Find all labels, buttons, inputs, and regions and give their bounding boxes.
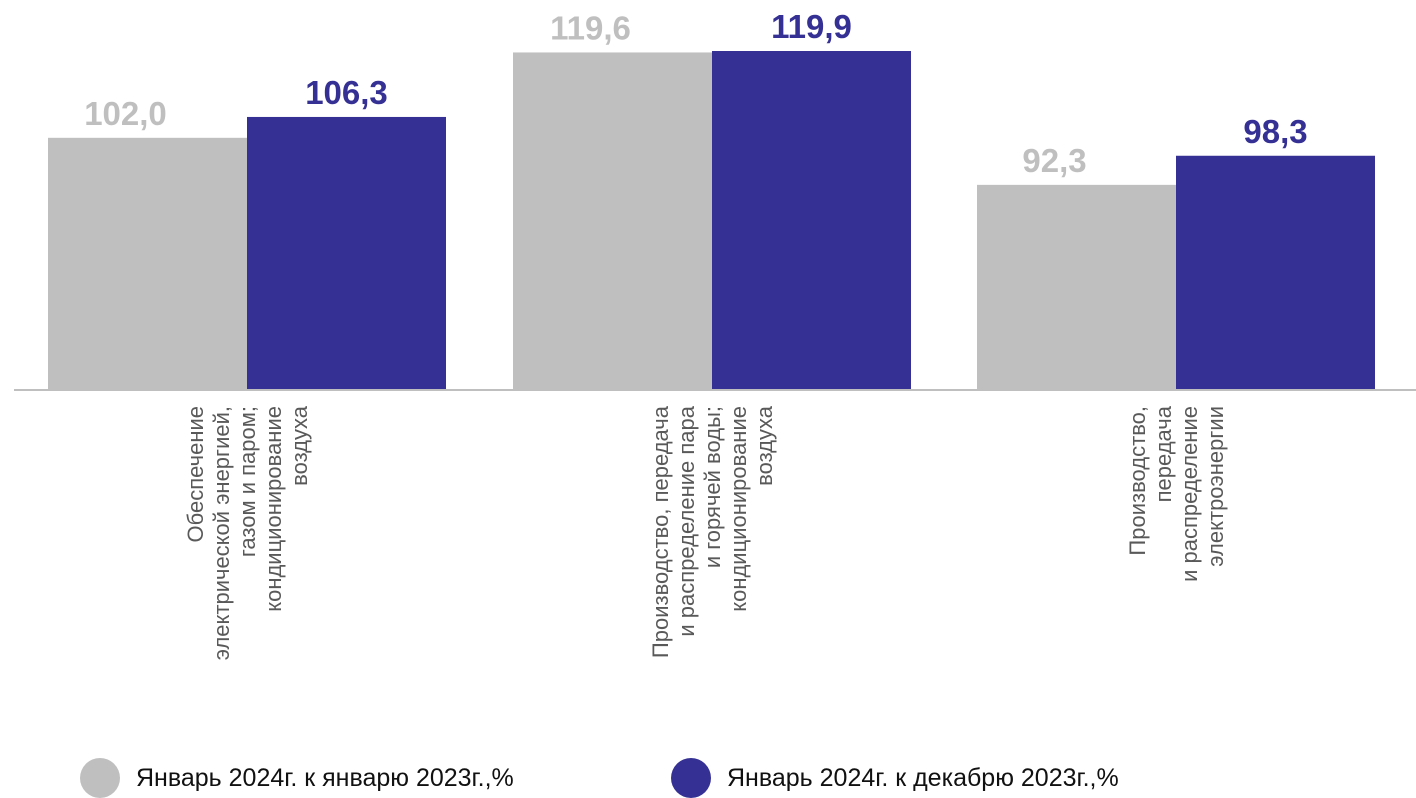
legend-item-1: Январь 2024г. к январю 2023г.,%: [80, 758, 514, 798]
value-labels-group: 102,0 106,3 119,6 119,9 92,3 98,3: [84, 8, 1307, 179]
bar-series1-cat1: [48, 137, 247, 390]
value-label-series2-cat2: 119,9: [771, 8, 852, 45]
category-label-2: Производство, передача и распределение па…: [648, 405, 777, 658]
category-label-1-line-4: кондиционирование: [261, 406, 286, 612]
category-label-3-line-3: и распределение: [1177, 406, 1202, 582]
legend-marker-gray: [80, 758, 120, 798]
category-label-2-line-5: воздуха: [752, 405, 777, 486]
category-label-1: Обеспечение электрической энергией, газом …: [183, 405, 312, 660]
category-label-3-line-2: передача: [1151, 405, 1176, 502]
category-label-3-line-4: электроэнергии: [1203, 406, 1228, 567]
bars-group: [48, 51, 1375, 391]
category-label-1-line-3: газом и паром;: [235, 406, 260, 557]
legend-label-1: Январь 2024г. к январю 2023г.,%: [136, 763, 514, 792]
value-label-series1-cat3: 92,3: [1022, 142, 1086, 179]
category-label-2-line-2: и распределение пара: [674, 405, 699, 636]
category-label-1-line-5: воздуха: [287, 405, 312, 486]
value-label-series1-cat1: 102,0: [84, 95, 167, 132]
legend-item-2: Январь 2024г. к декабрю 2023г.,%: [671, 758, 1119, 798]
bar-series1-cat3: [977, 184, 1176, 390]
value-label-series2-cat3: 98,3: [1243, 113, 1307, 150]
bar-series1-cat2: [513, 52, 712, 391]
category-label-2-line-4: кондиционирование: [726, 406, 751, 612]
category-label-1-line-1: Обеспечение: [183, 406, 208, 543]
category-label-1-line-2: электрической энергией,: [209, 406, 234, 660]
bar-series2-cat1: [247, 116, 446, 390]
category-label-2-line-1: Производство, передача: [648, 405, 673, 658]
value-label-series1-cat2: 119,6: [550, 9, 631, 46]
legend-label-2: Январь 2024г. к декабрю 2023г.,%: [727, 763, 1119, 792]
legend-marker-blue: [671, 758, 711, 798]
category-label-2-line-3: и горячей воды;: [700, 406, 725, 568]
category-labels-group: Обеспечение электрической энергией, газом …: [183, 405, 1228, 660]
value-label-series2-cat1: 106,3: [305, 74, 388, 111]
bar-series2-cat3: [1176, 155, 1375, 390]
bar-series2-cat2: [712, 51, 911, 390]
category-label-3: Производство, передача и распределение элек…: [1125, 405, 1228, 582]
category-label-3-line-1: Производство,: [1125, 406, 1150, 556]
